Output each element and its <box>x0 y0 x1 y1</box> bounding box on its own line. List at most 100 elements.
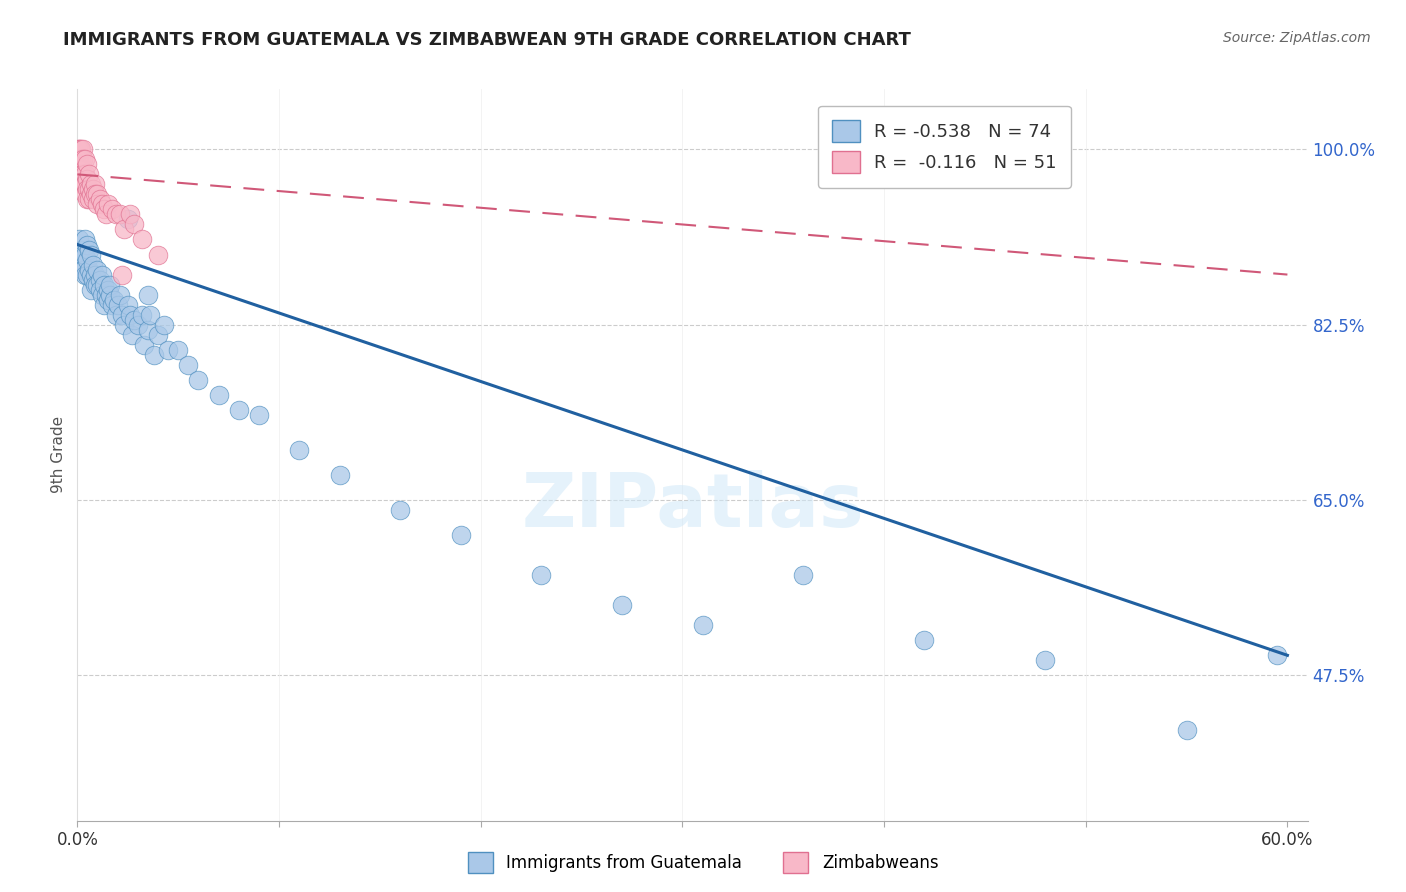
Point <box>389 503 412 517</box>
Point <box>792 568 814 582</box>
Point <box>127 318 149 332</box>
Point <box>1265 648 1288 663</box>
Point <box>84 187 107 202</box>
Point <box>67 142 90 156</box>
Point <box>70 178 93 192</box>
Point <box>1035 653 1057 667</box>
Point <box>136 323 159 337</box>
Point <box>67 162 90 177</box>
Point <box>67 247 90 261</box>
Point <box>136 287 159 301</box>
Text: ZIPatlas: ZIPatlas <box>522 469 863 542</box>
Point <box>79 243 101 257</box>
Point <box>82 272 104 286</box>
Point <box>89 283 111 297</box>
Point <box>80 187 103 202</box>
Point <box>112 222 135 236</box>
Point <box>75 153 97 167</box>
Point <box>104 207 127 221</box>
Point <box>131 232 153 246</box>
Point <box>82 193 104 207</box>
Point <box>450 528 472 542</box>
Point <box>93 202 115 217</box>
Point <box>1175 723 1198 738</box>
Point <box>98 287 121 301</box>
Point <box>131 308 153 322</box>
Point <box>90 197 112 211</box>
Legend: Immigrants from Guatemala, Zimbabweans: Immigrants from Guatemala, Zimbabweans <box>461 846 945 880</box>
Point <box>97 293 120 307</box>
Point <box>86 197 108 211</box>
Point <box>86 277 108 292</box>
Point <box>97 197 120 211</box>
Point <box>118 308 141 322</box>
Point <box>132 337 155 351</box>
Point <box>90 287 112 301</box>
Point <box>153 318 176 332</box>
Point <box>111 308 134 322</box>
Point <box>79 193 101 207</box>
Point <box>79 182 101 196</box>
Point <box>76 193 98 207</box>
Point <box>72 167 94 181</box>
Y-axis label: 9th Grade: 9th Grade <box>51 417 66 493</box>
Point <box>70 258 93 272</box>
Point <box>80 247 103 261</box>
Point <box>80 283 103 297</box>
Point <box>67 153 90 167</box>
Point <box>79 262 101 277</box>
Point <box>67 142 90 156</box>
Point <box>69 157 91 171</box>
Point <box>107 298 129 312</box>
Point <box>108 287 131 301</box>
Point <box>70 153 93 167</box>
Point <box>121 327 143 342</box>
Point <box>80 268 103 282</box>
Point <box>530 568 553 582</box>
Point <box>207 388 229 402</box>
Point <box>86 187 108 202</box>
Point <box>72 153 94 167</box>
Point <box>84 178 107 192</box>
Text: Source: ZipAtlas.com: Source: ZipAtlas.com <box>1223 31 1371 45</box>
Point <box>117 212 139 227</box>
Point <box>90 268 112 282</box>
Point <box>86 262 108 277</box>
Point <box>70 142 93 156</box>
Point <box>157 343 180 357</box>
Point <box>82 258 104 272</box>
Point <box>146 327 169 342</box>
Point <box>93 298 115 312</box>
Point <box>75 232 97 246</box>
Point <box>75 167 97 181</box>
Point <box>89 193 111 207</box>
Point <box>76 172 98 186</box>
Point <box>75 178 97 192</box>
Point <box>122 218 145 232</box>
Point <box>692 618 714 632</box>
Point <box>111 268 134 282</box>
Point <box>67 167 90 181</box>
Point <box>167 343 190 357</box>
Point <box>912 633 935 648</box>
Point <box>104 308 127 322</box>
Point <box>72 142 94 156</box>
Point <box>108 207 131 221</box>
Legend: R = -0.538   N = 74, R =  -0.116   N = 51: R = -0.538 N = 74, R = -0.116 N = 51 <box>818 105 1071 187</box>
Point <box>94 287 117 301</box>
Point <box>84 277 107 292</box>
Point <box>143 348 166 362</box>
Point <box>67 153 90 167</box>
Point <box>247 408 270 422</box>
Point <box>89 272 111 286</box>
Point <box>79 167 101 181</box>
Point <box>328 467 350 482</box>
Point <box>76 268 98 282</box>
Point <box>76 182 98 196</box>
Point <box>84 268 107 282</box>
Point <box>146 247 169 261</box>
Point <box>80 178 103 192</box>
Point <box>93 277 115 292</box>
Point <box>118 207 141 221</box>
Point <box>228 402 250 417</box>
